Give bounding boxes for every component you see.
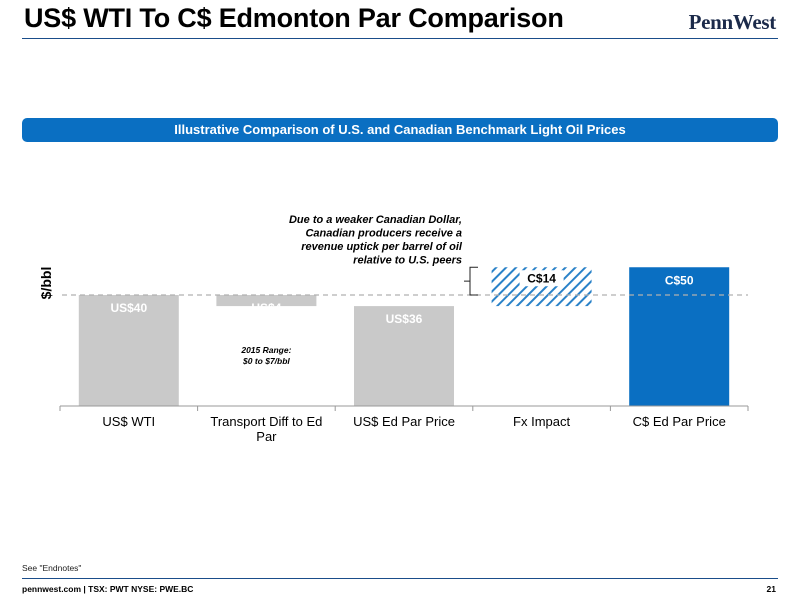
category-label-1: Transport Diff to Ed: [210, 414, 322, 429]
fx-note-line-3: relative to U.S. peers: [353, 255, 462, 267]
fx-note-line-2: revenue uptick per barrel of oil: [301, 241, 463, 253]
endnote-text: See "Endnotes": [22, 563, 82, 573]
range-note-line-1: $0 to $7/bbl: [242, 356, 290, 366]
y-axis-label: $/bbl: [38, 267, 54, 300]
title-divider: [22, 38, 778, 39]
footer-site: pennwest.com | TSX: PWT NYSE: PWE.BC: [22, 584, 194, 594]
category-label-3: Fx Impact: [513, 414, 570, 429]
bar-label-2: US$36: [386, 312, 423, 326]
footer-divider: [22, 578, 778, 579]
waterfall-chart: US$40 US$4 US$36 C$14 C$50 Due to a weaker C…: [38, 214, 749, 444]
bar-1: [216, 295, 317, 307]
category-label-1: Par: [256, 429, 277, 444]
bar-label-bg-3: [519, 270, 564, 287]
pennwest-logo: PennWest: [688, 10, 777, 34]
category-label-2: US$ Ed Par Price: [353, 414, 455, 429]
bar-label-0: US$40: [110, 301, 147, 315]
bar-label-3: C$14: [527, 271, 556, 285]
slide-title: US$ WTI To C$ Edmonton Par Comparison: [24, 3, 564, 33]
bar-4: [629, 267, 730, 406]
bar-label-4: C$50: [665, 273, 694, 287]
bar-0: [78, 295, 179, 406]
fx-note-bracket: [464, 266, 478, 296]
page-number: 21: [766, 584, 776, 594]
fx-note-line-1: Canadian producers receive a: [305, 228, 462, 240]
chart-banner: Illustrative Comparison of U.S. and Cana…: [22, 118, 778, 142]
bar-label-1: US$4: [251, 301, 281, 315]
bar-2: [354, 306, 454, 406]
category-label-4: C$ Ed Par Price: [633, 414, 726, 429]
fx-note-line-0: Due to a weaker Canadian Dollar,: [289, 214, 462, 226]
category-label-0: US$ WTI: [102, 414, 155, 429]
range-note-line-0: 2015 Range:: [240, 345, 291, 355]
